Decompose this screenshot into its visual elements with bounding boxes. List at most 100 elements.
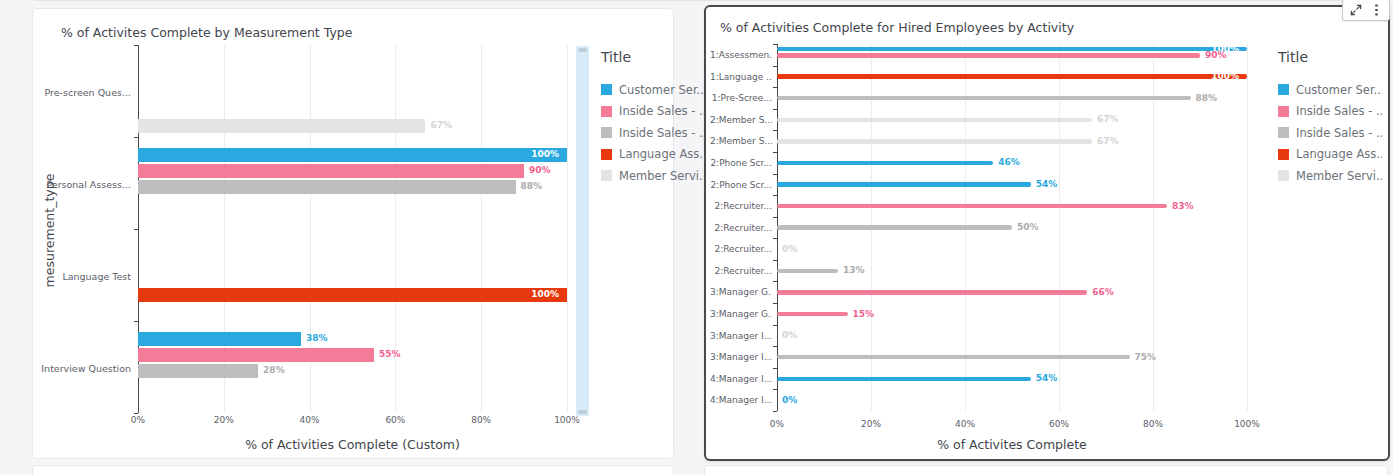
y-axis-tick — [773, 411, 777, 412]
scrollbar-top-handle[interactable] — [578, 48, 587, 52]
y-axis-tick — [773, 260, 777, 261]
legend-item[interactable]: Language Ass... — [1278, 144, 1382, 166]
legend-item-label: Customer Ser... — [1296, 83, 1382, 97]
x-axis-tick-label: 60% — [373, 415, 417, 425]
x-axis-tick-label: 60% — [1037, 419, 1081, 429]
x-axis-tick-label: 20% — [849, 419, 893, 429]
legend-swatch-icon — [1278, 170, 1289, 181]
legend-item-label: Inside Sales - ... — [619, 104, 705, 118]
legend-title: Title — [1278, 49, 1382, 65]
category-label: Language Test — [36, 271, 131, 282]
bar-value-label: 38% — [306, 333, 328, 344]
legend-title: Title — [601, 49, 705, 65]
bar-value-label: 55% — [379, 349, 401, 360]
legend-item[interactable]: Inside Sales - ... — [601, 122, 705, 144]
gridline — [1247, 44, 1248, 411]
y-axis-tick — [134, 229, 138, 230]
legend-item[interactable]: Customer Ser... — [601, 79, 705, 101]
x-axis-tick-label: 40% — [943, 419, 987, 429]
bar[interactable] — [777, 139, 1092, 144]
bar[interactable] — [777, 377, 1031, 382]
legend-item[interactable]: Customer Ser... — [1278, 79, 1382, 101]
x-axis-tick-label: 0% — [755, 419, 799, 429]
bar[interactable] — [138, 180, 516, 194]
category-label: 1:Assessmen... — [710, 50, 772, 60]
legend-item-label: Language Ass... — [619, 147, 705, 161]
bar-value-label: 67% — [430, 120, 452, 131]
legend-swatch-icon — [601, 149, 612, 160]
category-label: 4:Manager I... — [710, 395, 772, 405]
bar[interactable] — [777, 312, 848, 317]
gridline — [567, 45, 568, 413]
chart-zoom-scrollbar[interactable] — [576, 46, 589, 416]
gridline — [481, 45, 482, 413]
card-hired-employees-chart[interactable]: % of Activities Complete for Hired Emplo… — [704, 5, 1390, 461]
legend-item-label: Inside Sales - ... — [1296, 126, 1382, 140]
bar[interactable] — [777, 182, 1031, 187]
bar-value-label: 100% — [138, 149, 559, 160]
category-label: 3:Manager G... — [710, 287, 772, 297]
legend-item[interactable]: Inside Sales - ... — [1278, 101, 1382, 123]
category-label: Personal Assess... — [36, 179, 131, 190]
legend-swatch-icon — [1278, 127, 1289, 138]
legend-item-label: Customer Ser... — [619, 83, 705, 97]
y-axis-tick — [773, 368, 777, 369]
bar[interactable] — [777, 225, 1012, 230]
y-axis-tick — [773, 195, 777, 196]
x-axis-title: % of Activities Complete (Custom) — [138, 437, 567, 452]
bar-value-label: 100% — [138, 289, 559, 300]
legend-item[interactable]: Member Servi... — [1278, 165, 1382, 187]
legend-item[interactable]: Language Ass... — [601, 144, 705, 166]
legend: Title Customer Ser... Inside Sales - ... I… — [601, 49, 705, 187]
bar[interactable] — [777, 355, 1130, 360]
bar[interactable] — [777, 269, 838, 274]
x-axis-title: % of Activites Complete — [777, 437, 1247, 452]
category-label: 2:Recruiter... — [710, 223, 772, 233]
bar[interactable] — [777, 118, 1092, 123]
x-axis-tick-label: 0% — [116, 415, 160, 425]
lower-panel-edge — [704, 465, 1388, 475]
y-axis-tick — [773, 281, 777, 282]
bar[interactable] — [138, 164, 524, 178]
y-axis-tick — [773, 87, 777, 88]
y-axis-tick — [773, 217, 777, 218]
bar-value-label: 75% — [1135, 352, 1157, 363]
bar[interactable] — [777, 53, 1200, 58]
y-axis-tick — [773, 66, 777, 67]
legend-item-label: Inside Sales - ... — [619, 126, 705, 140]
x-axis-tick-label: 20% — [202, 415, 246, 425]
bar[interactable] — [777, 290, 1087, 295]
legend-item[interactable]: Inside Sales - ... — [601, 101, 705, 123]
bar-value-label: 0% — [782, 395, 797, 406]
bar-value-label: 88% — [1196, 93, 1218, 104]
bar-value-label: 0% — [782, 244, 797, 255]
category-label: 2:Recruiter... — [710, 201, 772, 211]
x-axis-tick-label: 80% — [1131, 419, 1175, 429]
bar[interactable] — [138, 348, 374, 362]
bar-value-label: 90% — [529, 165, 551, 176]
y-axis-tick — [773, 174, 777, 175]
category-label: 2:Member S... — [710, 136, 772, 146]
bar[interactable] — [777, 204, 1167, 209]
category-label: Interview Question — [36, 363, 131, 374]
bar[interactable] — [138, 332, 301, 346]
y-axis-tick — [773, 152, 777, 153]
bar[interactable] — [138, 364, 258, 378]
bar[interactable] — [777, 96, 1191, 101]
category-label: 2:Recruiter... — [710, 266, 772, 276]
bar[interactable] — [138, 119, 425, 133]
bar-value-label: 28% — [263, 365, 285, 376]
category-label: 2:Member S... — [710, 115, 772, 125]
upper-panel-edge — [34, 0, 1386, 1]
bar-value-label: 54% — [1036, 373, 1058, 384]
category-label: 4:Manager I... — [710, 374, 772, 384]
bar-value-label: 50% — [1017, 222, 1039, 233]
category-label: 2:Phone Scr... — [710, 158, 772, 168]
legend-item[interactable]: Inside Sales - ... — [1278, 122, 1382, 144]
bar[interactable] — [777, 161, 993, 166]
bar-value-label: 67% — [1097, 114, 1119, 125]
category-label: Pre-screen Ques... — [36, 87, 131, 98]
scrollbar-bottom-handle[interactable] — [578, 410, 587, 414]
lower-panel-edge — [32, 465, 674, 475]
legend-item[interactable]: Member Servi... — [601, 165, 705, 187]
